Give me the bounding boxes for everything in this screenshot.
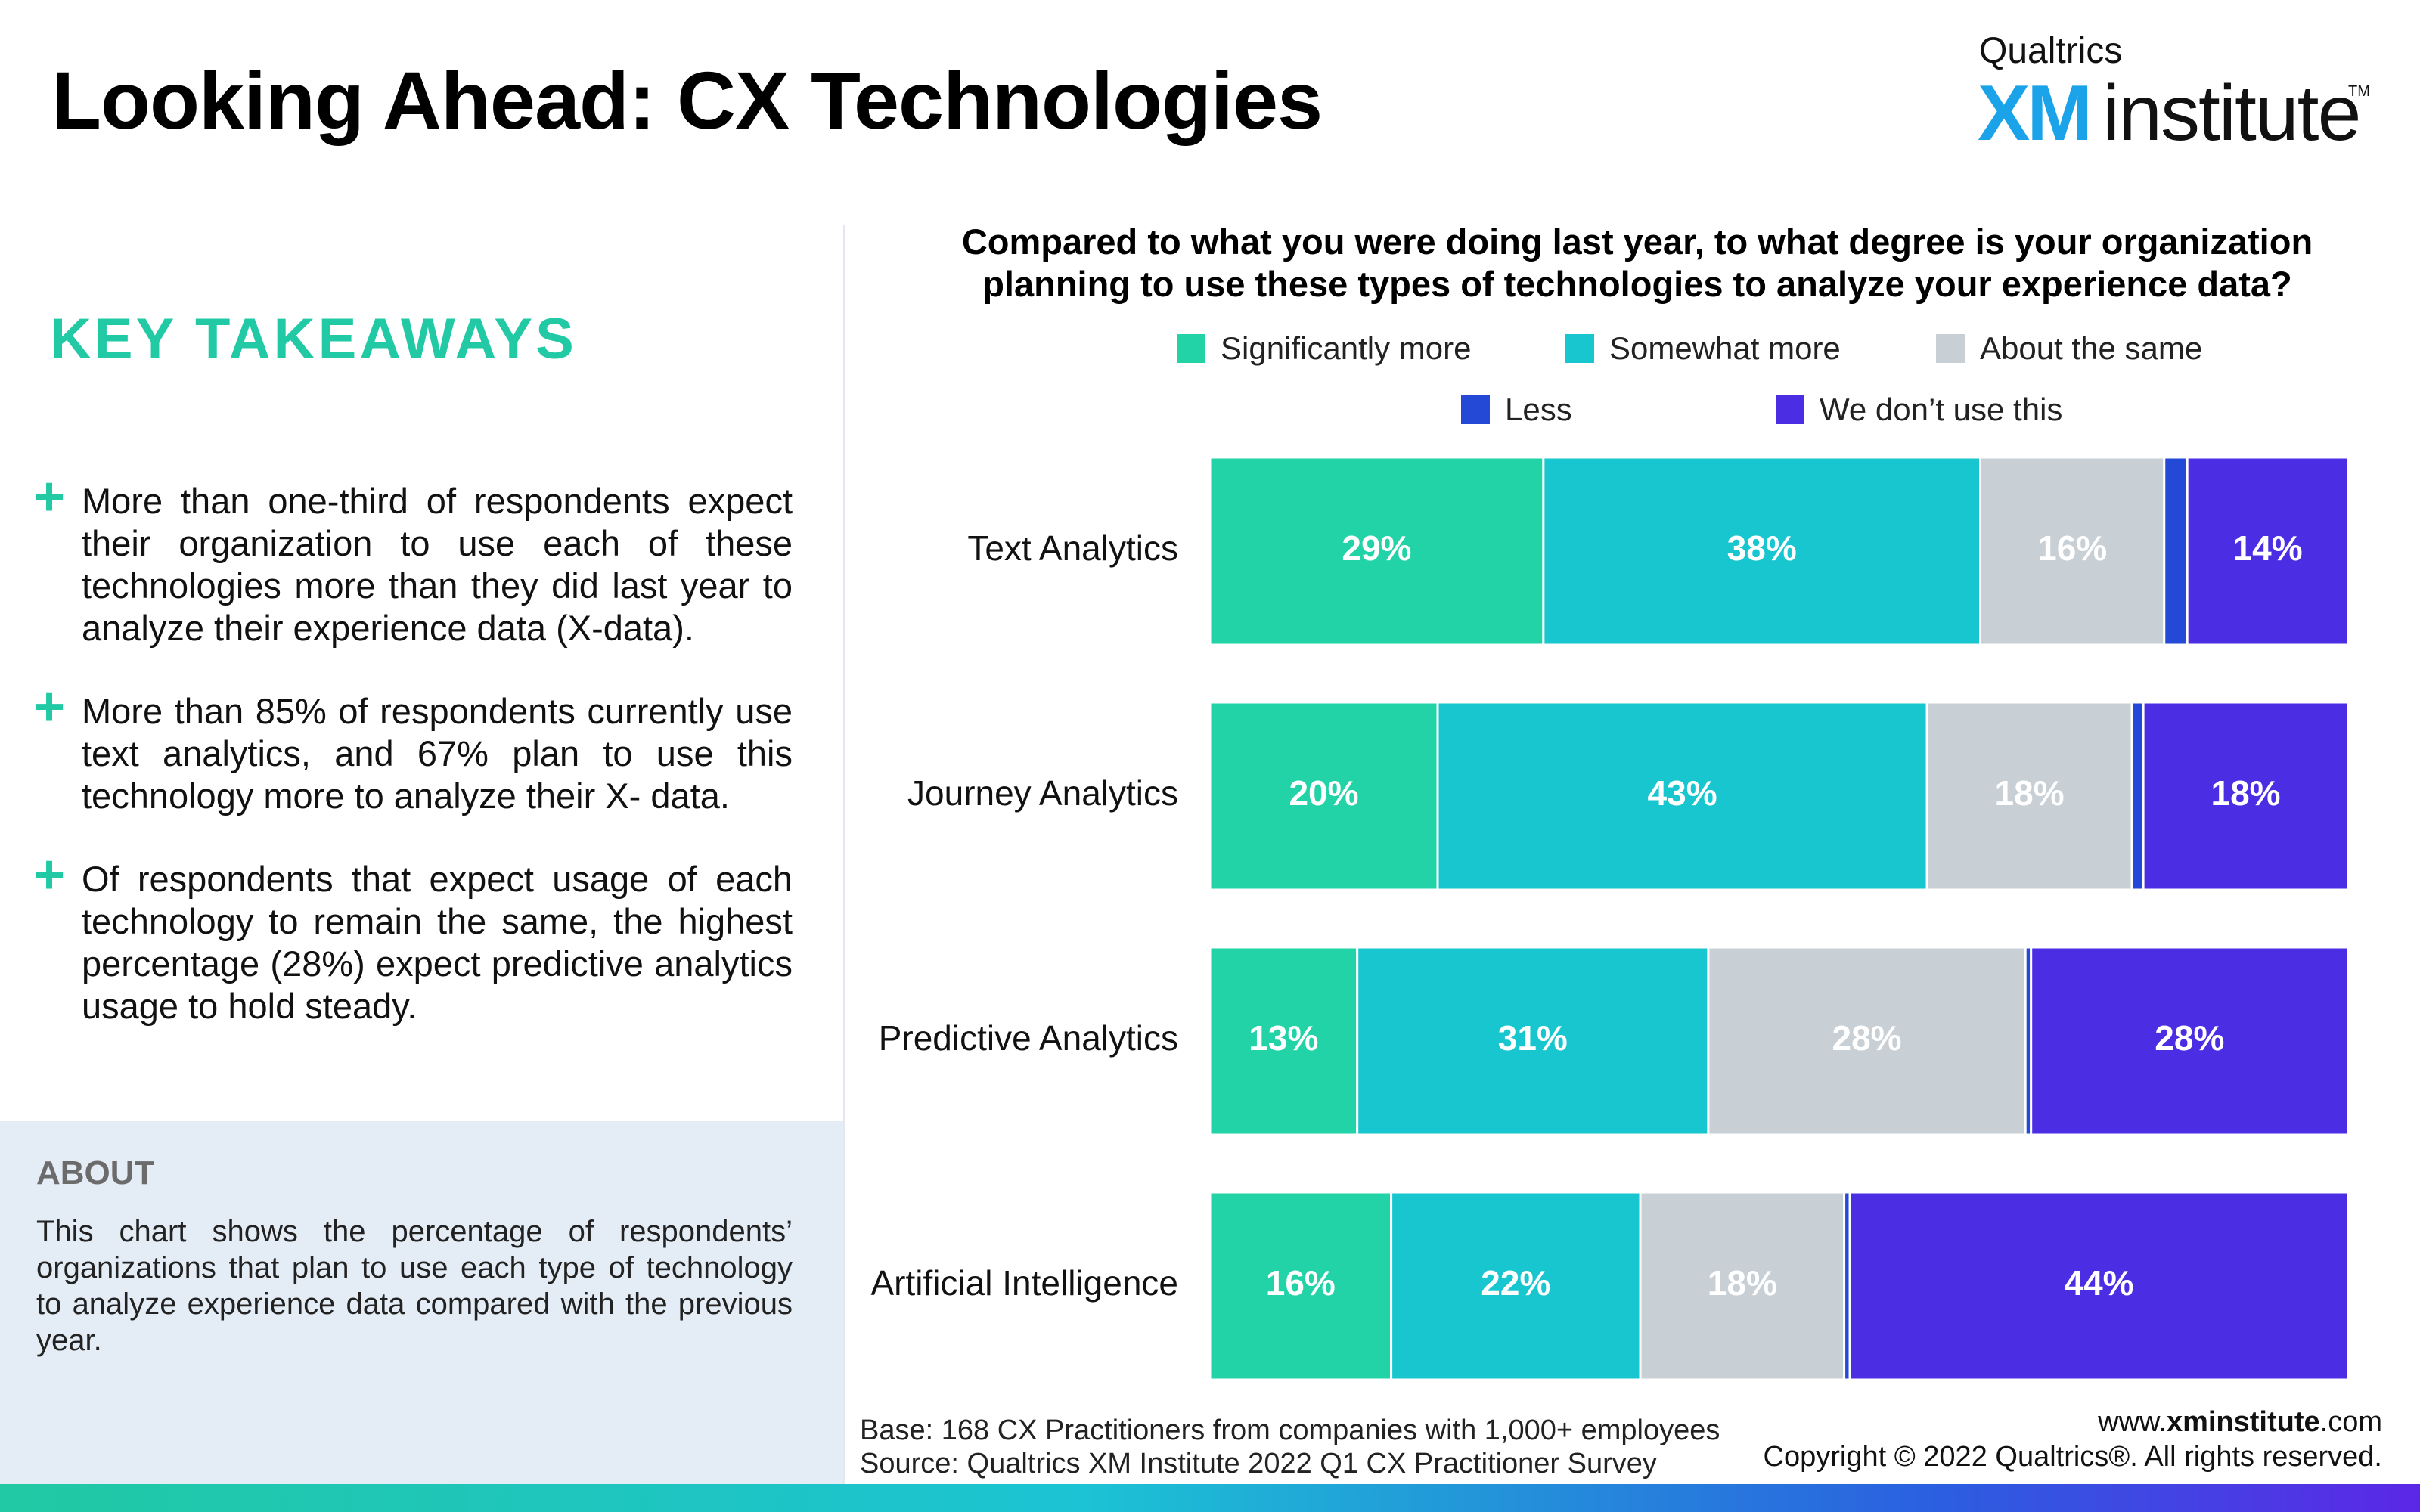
bar-segment xyxy=(1208,1191,1393,1381)
logo-trademark: TM xyxy=(2348,83,2370,100)
category-label: Text Analytics xyxy=(967,528,1178,568)
data-label: 16% xyxy=(1266,1263,1336,1303)
bar-segment xyxy=(1925,701,2133,891)
legend-item-we-dont-use-this: We don’t use this xyxy=(1776,391,2062,429)
legend-swatch xyxy=(1776,395,1804,424)
category-label: Journey Analytics xyxy=(908,773,1178,813)
category-label: Predictive Analytics xyxy=(879,1018,1178,1058)
copyright-text: Copyright © 2022 Qualtrics®. All rights … xyxy=(1763,1441,2382,1473)
bar-segment xyxy=(1436,701,1928,891)
data-label: 38% xyxy=(1727,528,1797,568)
stacked-bar-chart: Text Analytics 29% 38% 16% 14% Journey Analyt… xyxy=(870,456,2350,1381)
source-text: Source: Qualtrics XM Institute 2022 Q1 C… xyxy=(860,1448,1657,1479)
legend-item-somewhat-more: Somewhat more xyxy=(1565,330,1841,367)
bar-segment xyxy=(2030,946,2350,1136)
data-label: 18% xyxy=(1995,773,2065,813)
bar-segment xyxy=(1208,701,1439,891)
legend-label: Less xyxy=(1505,392,1572,427)
legend-swatch xyxy=(1565,334,1594,363)
plus-icon: + xyxy=(33,466,66,527)
data-label: 28% xyxy=(1832,1018,1902,1058)
data-label: 20% xyxy=(1289,773,1358,813)
data-label: 13% xyxy=(1249,1018,1318,1058)
data-label: 29% xyxy=(1342,528,1411,568)
bar-segment xyxy=(1542,456,1982,646)
data-label: 18% xyxy=(2211,773,2281,813)
legend-label: We don’t use this xyxy=(1820,392,2063,427)
legend-label: Significantly more xyxy=(1221,330,1472,366)
plus-icon: + xyxy=(33,677,66,737)
data-label: 43% xyxy=(1648,773,1717,813)
url-bold: xminstitute xyxy=(2166,1406,2320,1438)
bar-segment xyxy=(2142,701,2350,891)
website-link[interactable]: www.xminstitute.com xyxy=(1764,1405,2382,1439)
plus-icon: + xyxy=(33,844,66,905)
bar-segment xyxy=(1356,946,1710,1136)
bar-segment xyxy=(1707,946,2027,1136)
legend-label: About the same xyxy=(1980,330,2203,366)
bar-segment xyxy=(2186,456,2350,646)
legend-item-significantly-more: Significantly more xyxy=(1177,330,1471,367)
legend-item-less: Less xyxy=(1461,391,1572,429)
xm-institute-logo: Qualtrics XM institute TM xyxy=(1978,30,2371,153)
base-text: Base: 168 CX Practitioners from companie… xyxy=(860,1414,1720,1446)
legend-swatch xyxy=(1177,334,1205,363)
footer-right: www.xminstitute.com Copyright © 2022 Qua… xyxy=(1764,1405,2382,1474)
logo-qualtrics-text: Qualtrics xyxy=(1979,31,2123,71)
bar-segment xyxy=(1208,456,1545,646)
chart-title: Compared to what you were doing last yea… xyxy=(961,222,2313,304)
url-suffix: .com xyxy=(2319,1406,2382,1438)
key-takeaways-panel: KEY TAKEAWAYS + More than one-third of r… xyxy=(0,223,839,1123)
takeaway-text: Of respondents that expect usage of each… xyxy=(82,859,793,1026)
bar-segment xyxy=(1979,456,2166,646)
logo-xm-text: XM xyxy=(1978,70,2093,157)
bar-segment xyxy=(1390,1191,1642,1381)
data-label: 14% xyxy=(2233,528,2303,568)
legend-item-about-the-same: About the same xyxy=(1936,330,2202,367)
about-panel: ABOUT This chart shows the percentage of… xyxy=(0,1121,843,1484)
takeaway-text: More than 85% of respondents currently u… xyxy=(82,691,793,816)
about-text: This chart shows the percentage of respo… xyxy=(36,1215,793,1357)
bar-segment xyxy=(2130,701,2145,891)
data-label: 31% xyxy=(1498,1018,1568,1058)
base-note: Base: 168 CX Practitioners from companie… xyxy=(860,1414,1720,1480)
bar-segment xyxy=(1639,1191,1846,1381)
legend-label: Somewhat more xyxy=(1609,330,1841,366)
url-prefix: www. xyxy=(2098,1406,2167,1438)
about-heading: ABOUT xyxy=(36,1154,155,1191)
data-label: 44% xyxy=(2065,1263,2134,1303)
key-takeaways-heading: KEY TAKEAWAYS xyxy=(50,307,577,371)
data-label: 18% xyxy=(1708,1263,1777,1303)
legend-swatch xyxy=(1936,334,1965,363)
data-label: 16% xyxy=(2037,528,2107,568)
bar-segment xyxy=(2163,456,2189,646)
legend-swatch xyxy=(1461,395,1490,424)
bar-segment xyxy=(1848,1191,2350,1381)
page-title: Looking Ahead: CX Technologies xyxy=(51,54,1323,146)
bar-segment xyxy=(1208,946,1359,1136)
takeaway-text: More than one-third of respondents expec… xyxy=(82,481,793,648)
data-label: 22% xyxy=(1481,1263,1550,1303)
logo-institute-text: institute xyxy=(2102,70,2361,157)
bottom-gradient-bar xyxy=(0,1484,2420,1512)
category-label: Artificial Intelligence xyxy=(870,1263,1178,1303)
data-label: 28% xyxy=(2155,1018,2224,1058)
panel-divider xyxy=(843,225,845,1484)
